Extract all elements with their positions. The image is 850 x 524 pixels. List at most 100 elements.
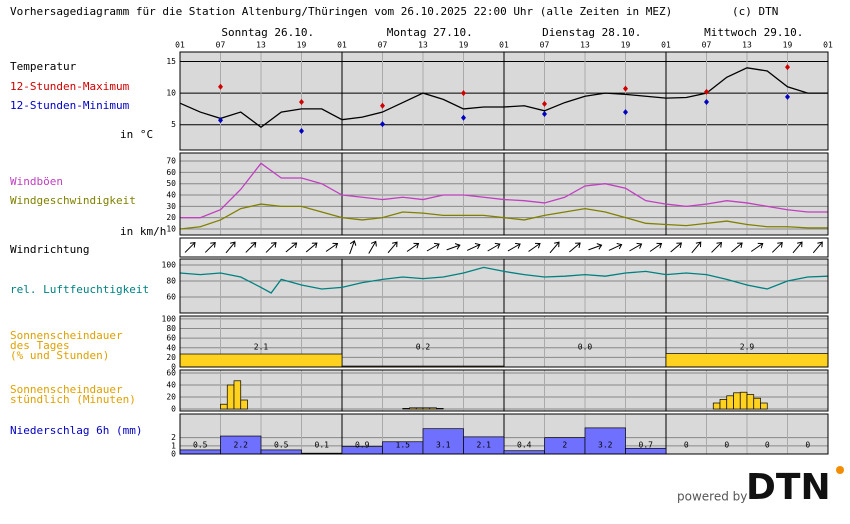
- hour-bar: [409, 407, 417, 410]
- y-tick-label: 80: [166, 277, 176, 286]
- wind-arrow: [528, 242, 541, 252]
- marker: [461, 114, 466, 121]
- arrow-head: [349, 240, 357, 246]
- arrow-head: [554, 241, 560, 248]
- hour-bar: [429, 407, 437, 410]
- arrow-head: [656, 242, 663, 249]
- arrow-bg: [179, 237, 829, 258]
- hour-label: 13: [580, 41, 590, 50]
- arrow-head: [737, 242, 743, 248]
- marker: [380, 121, 385, 128]
- series-line: [179, 266, 829, 294]
- hour-label: 07: [378, 41, 388, 50]
- y-tick-label: 60: [166, 168, 176, 177]
- panel-label: Temperatur: [10, 60, 77, 73]
- y-tick-label: 5: [171, 120, 176, 129]
- bar-label: 2.1: [254, 343, 269, 352]
- day-label: Sonntag 26.10.: [221, 26, 314, 39]
- hour-bar: [415, 407, 424, 410]
- bar-label: 0.4: [517, 441, 532, 450]
- hour-label: 13: [256, 41, 266, 50]
- hour-label: 07: [540, 41, 550, 50]
- arrow-shaft: [812, 241, 823, 254]
- hour-bar: [226, 384, 235, 410]
- arrow-shaft: [387, 241, 398, 254]
- panel-label: des Tages: [10, 339, 70, 352]
- bar: [422, 428, 464, 455]
- arrow-head: [291, 242, 298, 248]
- arrow-shaft: [711, 242, 722, 253]
- y-tick-label: 10: [166, 89, 176, 98]
- arrow-head: [515, 242, 521, 249]
- arrow-head: [434, 242, 440, 249]
- bar-label: 1.5: [396, 441, 411, 450]
- y-tick-label: 100: [162, 261, 177, 270]
- wind-arrow: [812, 241, 823, 254]
- arrow-shaft: [265, 242, 277, 253]
- arrow-head: [575, 242, 581, 248]
- hour-label: 19: [459, 41, 469, 50]
- arrow-head: [392, 241, 398, 248]
- bar: [179, 353, 343, 368]
- arrow-head: [370, 240, 377, 247]
- wind-arrow: [771, 241, 783, 253]
- panel-border: [179, 258, 829, 314]
- copyright: (c) DTN: [732, 5, 778, 18]
- arrow-shaft: [349, 240, 355, 255]
- wind-arrow: [204, 241, 216, 253]
- arrow-head: [616, 243, 623, 250]
- arrow-shaft: [569, 242, 581, 253]
- bar-label: 0.9: [355, 441, 370, 450]
- bar-label: 0: [765, 441, 770, 450]
- bar-label: 2.2: [234, 441, 249, 450]
- day-label: Dienstag 28.10.: [542, 26, 641, 39]
- hour-bar: [753, 397, 761, 410]
- arrow-head: [474, 243, 481, 250]
- panel-label: rel. Luftfeuchtigkeit: [10, 283, 149, 296]
- hour-bar: [402, 408, 410, 410]
- day-label: Mittwoch 29.10.: [704, 26, 803, 39]
- hour-bar: [719, 399, 728, 410]
- hour-label: 01: [337, 41, 347, 50]
- hour-label: 13: [742, 41, 752, 50]
- bar-label: 3.2: [598, 441, 613, 450]
- day-label: Montag 27.10.: [387, 26, 473, 39]
- hour-label: 01: [499, 41, 509, 50]
- y-tick-label: 60: [166, 334, 176, 343]
- arrow-shaft: [629, 243, 642, 252]
- marker: [218, 83, 223, 90]
- bar: [665, 353, 829, 368]
- wind-arrow: [549, 241, 560, 254]
- y-tick-label: 20: [166, 393, 176, 402]
- temperature-line: [179, 67, 828, 129]
- arrow-head: [716, 241, 723, 248]
- hour-label: 01: [175, 41, 185, 50]
- wind-arrow: [649, 242, 663, 252]
- y-tick-label: 0: [171, 405, 176, 414]
- wind-arrow: [588, 243, 603, 251]
- panel-label: Windrichtung: [10, 243, 89, 256]
- wind-arrow: [731, 242, 743, 253]
- marker: [299, 128, 304, 135]
- logo: DTN: [746, 467, 831, 508]
- wind-arrow: [466, 243, 481, 251]
- y-tick-label: 20: [166, 213, 176, 222]
- wind-arrow: [225, 241, 236, 254]
- hour-bar: [240, 399, 248, 410]
- arrow-shaft: [426, 243, 440, 252]
- wind-arrow: [507, 242, 521, 252]
- arrow-shaft: [368, 241, 377, 254]
- hour-label: 19: [621, 41, 631, 50]
- marker: [785, 93, 790, 100]
- panel-label: Niederschlag 6h (mm): [10, 424, 142, 437]
- arrow-head: [676, 242, 683, 248]
- arrow-shaft: [204, 242, 216, 253]
- arrow-shaft: [608, 244, 622, 251]
- panel-label: 12-Stunden-Minimum: [10, 99, 130, 112]
- arrow-shaft: [184, 242, 196, 253]
- wind-arrow: [265, 241, 277, 253]
- wind-arrow: [387, 241, 398, 254]
- panel-border: [179, 51, 829, 151]
- arrow-shaft: [406, 243, 419, 252]
- hour-label: 01: [661, 41, 671, 50]
